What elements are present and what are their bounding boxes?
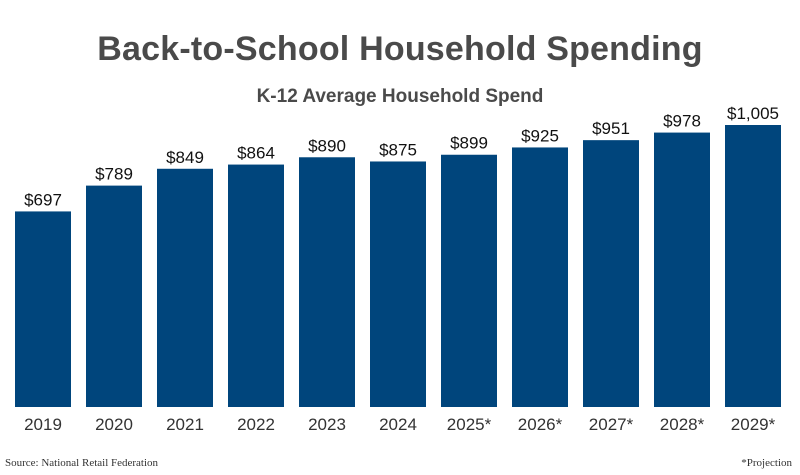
x-tick-label: 2019 [24, 415, 62, 434]
value-label: $890 [308, 136, 346, 155]
bar-2020 [86, 185, 142, 407]
bar-2024 [370, 161, 426, 407]
bar-2026-projection [512, 147, 568, 407]
x-axis-labels: 2019 2020 2021 2022 2023 2024 2025* 2026* 2027* 2… [24, 415, 776, 434]
source-note: Source: National Retail Federation [5, 457, 159, 469]
value-label: $951 [592, 119, 630, 138]
value-label: $899 [450, 134, 488, 153]
value-label: $789 [95, 165, 133, 184]
x-tick-label: 2028* [660, 415, 705, 434]
bar-2025-projection [441, 154, 497, 407]
value-label: $875 [379, 140, 417, 159]
value-label: $978 [663, 112, 701, 131]
projection-note: *Projection [741, 457, 792, 469]
x-tick-label: 2024 [379, 415, 417, 434]
x-tick-label: 2027* [589, 415, 634, 434]
value-label: $864 [237, 144, 275, 163]
value-label: $697 [24, 190, 62, 209]
bars-group [15, 125, 781, 408]
bar-2023 [299, 157, 355, 407]
chart-title: Back-to-School Household Spending [97, 30, 703, 68]
x-tick-label: 2026* [518, 415, 563, 434]
value-label: $849 [166, 148, 204, 167]
x-tick-label: 2022 [237, 415, 275, 434]
bar-2021 [157, 168, 213, 407]
value-label: $1,005 [727, 104, 779, 123]
bar-2027-projection [583, 140, 639, 408]
bar-2022 [228, 164, 284, 407]
value-labels-group: $697 $789 $849 $864 $890 $875 $899 $925 $951 $978… [24, 104, 779, 209]
bar-2029-projection [725, 125, 781, 407]
x-tick-label: 2021 [166, 415, 204, 434]
x-tick-label: 2020 [95, 415, 133, 434]
bar-2019 [15, 211, 71, 407]
bar-2028-projection [654, 132, 710, 408]
chart-subtitle: K-12 Average Household Spend [256, 86, 544, 107]
x-tick-label: 2023 [308, 415, 346, 434]
x-tick-label: 2029* [731, 415, 776, 434]
value-label: $925 [521, 126, 559, 145]
x-tick-label: 2025* [447, 415, 492, 434]
